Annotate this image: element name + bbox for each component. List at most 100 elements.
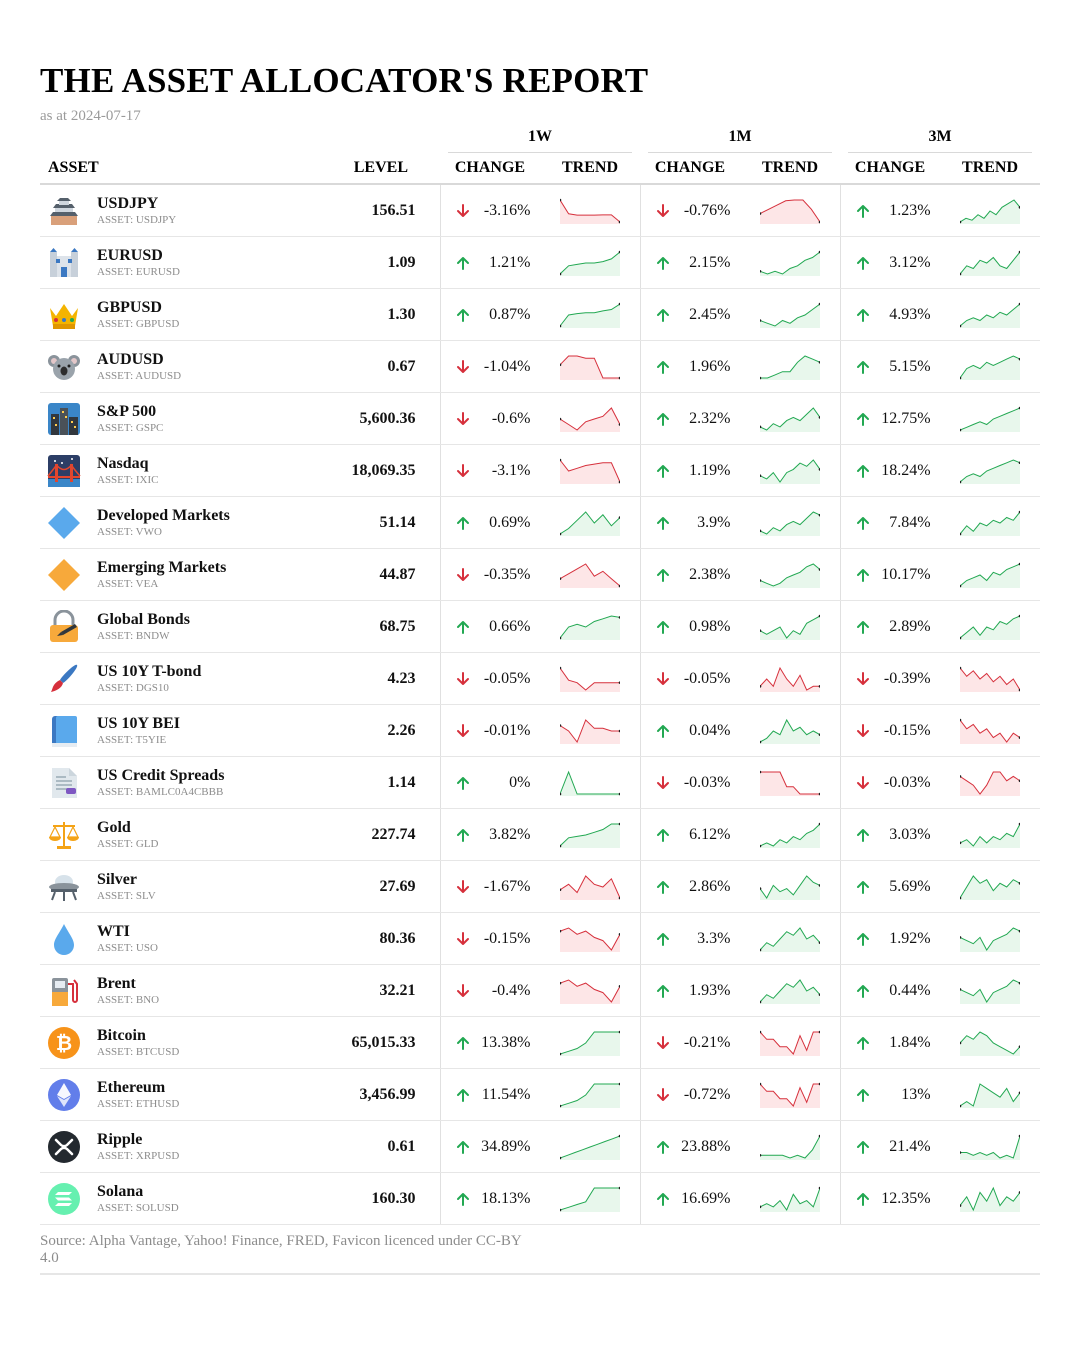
- change-value: 0.04%: [689, 721, 731, 739]
- asset-level: 65,015.33: [340, 1016, 441, 1069]
- asset-name: Silver: [97, 871, 137, 888]
- arrow-down-icon: [455, 359, 471, 375]
- change-value: -0.72%: [683, 1085, 731, 1103]
- asset-name: Emerging Markets: [97, 559, 227, 576]
- ripple-icon: [47, 1130, 81, 1164]
- sparkline-3m: [960, 1186, 1021, 1212]
- asset-cell: EURUSD ASSET: EURUSD: [40, 246, 340, 280]
- arrow-up-icon: [455, 1087, 471, 1103]
- change-3m: 13%: [840, 1068, 941, 1121]
- change-value: -0.01%: [483, 721, 531, 739]
- sparkline-1m: [760, 406, 820, 432]
- change-1m: -0.03%: [640, 756, 740, 809]
- asset-level: 68.75: [340, 600, 441, 653]
- sparkline-1m: [760, 302, 820, 328]
- trend-3m: [940, 652, 1041, 705]
- arrow-down-icon: [455, 723, 471, 739]
- change-value: -0.05%: [483, 669, 531, 687]
- blue-diamond-icon: [47, 506, 81, 540]
- trend-3m: [940, 288, 1041, 341]
- change-value: -0.05%: [683, 669, 731, 687]
- arrow-up-icon: [455, 619, 471, 635]
- trend-1w: [540, 1172, 641, 1225]
- arrow-down-icon: [455, 203, 471, 219]
- arrow-up-icon: [455, 1191, 471, 1207]
- arrow-up-icon: [855, 619, 871, 635]
- change-3m: 3.03%: [840, 808, 941, 861]
- trend-1w: [540, 704, 641, 757]
- asset-ticker: ASSET: T5YIE: [97, 734, 167, 746]
- sparkline-3m: [960, 510, 1021, 536]
- change-value: -0.15%: [883, 721, 931, 739]
- asset-ticker: ASSET: VWO: [97, 526, 162, 538]
- asset-ticker: ASSET: BTCUSD: [97, 1046, 180, 1058]
- change-value: -0.03%: [883, 773, 931, 791]
- header-asset: ASSET: [40, 153, 340, 185]
- change-value: 0.98%: [689, 617, 731, 635]
- arrow-up-icon: [855, 567, 871, 583]
- sparkline-1m: [760, 199, 820, 224]
- trend-3m: [940, 496, 1041, 549]
- trend-3m: [940, 236, 1041, 289]
- sparkline-1w: [560, 302, 620, 328]
- sparkline-3m: [960, 406, 1021, 432]
- change-1m: 2.86%: [640, 860, 740, 913]
- change-value: 12.35%: [881, 1189, 931, 1207]
- asset-level: 27.69: [340, 860, 441, 913]
- change-value: -0.21%: [683, 1033, 731, 1051]
- arrow-down-icon: [655, 671, 671, 687]
- arrow-down-icon: [855, 723, 871, 739]
- trend-1m: [740, 1068, 841, 1121]
- ethereum-icon: [47, 1078, 81, 1112]
- change-value: 1.96%: [689, 357, 731, 375]
- change-1m: 2.32%: [640, 392, 740, 445]
- change-1w: -1.67%: [440, 860, 540, 913]
- change-value: 3.03%: [889, 825, 931, 843]
- asset-level: 32.21: [340, 964, 441, 1017]
- sparkline-3m: [960, 198, 1021, 224]
- change-value: 2.15%: [689, 253, 731, 271]
- table-row: Developed Markets ASSET: VWO 51.14 0.69% 3.9…: [40, 496, 1041, 549]
- asset-cell: GBPUSD ASSET: GBPUSD: [40, 298, 340, 332]
- trend-1m: [740, 808, 841, 861]
- asset-level: 3,456.99: [340, 1068, 441, 1121]
- sparkline-1w: [560, 1030, 620, 1056]
- arrow-up-icon: [455, 827, 471, 843]
- arrow-up-icon: [855, 1191, 871, 1207]
- change-1w: -0.6%: [440, 392, 540, 445]
- trend-1m: [740, 340, 841, 393]
- period-3m: 3M: [848, 128, 1033, 153]
- trend-3m: [940, 1172, 1041, 1225]
- change-value: 2.32%: [689, 409, 731, 427]
- change-1m: 6.12%: [640, 808, 740, 861]
- japanese-castle-icon: [47, 194, 81, 228]
- asset-level: 1.30: [340, 288, 441, 341]
- change-1w: 11.54%: [440, 1068, 540, 1121]
- asset-level: 0.67: [340, 340, 441, 393]
- sparkline-1w: [560, 510, 620, 536]
- sparkline-1m: [760, 458, 820, 484]
- change-value: 2.86%: [689, 877, 731, 895]
- change-value: 0.69%: [489, 513, 531, 531]
- change-value: 34.89%: [481, 1137, 531, 1155]
- report: THE ASSET ALLOCATOR'S REPORT as at 2024-…: [40, 58, 1041, 1275]
- header-trend-1w: TREND: [540, 153, 640, 185]
- trend-3m: [940, 1068, 1041, 1121]
- change-3m: 2.89%: [840, 600, 941, 653]
- bridge-night-icon: [47, 454, 81, 488]
- asset-ticker: ASSET: BNDW: [97, 630, 170, 642]
- sparkline-3m: [960, 666, 1021, 692]
- sparkline-1w: [560, 1186, 620, 1212]
- trend-1w: [540, 288, 641, 341]
- sparkline-3m: [960, 302, 1021, 328]
- change-value: 1.21%: [489, 253, 531, 271]
- arrow-up-icon: [855, 1087, 871, 1103]
- asset-ticker: ASSET: USDJPY: [97, 214, 177, 226]
- blue-book-icon: [47, 714, 81, 748]
- trend-1w: [540, 496, 641, 549]
- table-row: USDJPY ASSET: USDJPY 156.51 -3.16% -0.76% 1.2…: [40, 184, 1041, 237]
- change-1m: 1.19%: [640, 444, 740, 497]
- trend-1w: [540, 1016, 641, 1069]
- sparkline-1w: [560, 1082, 620, 1108]
- trend-1w: [540, 808, 641, 861]
